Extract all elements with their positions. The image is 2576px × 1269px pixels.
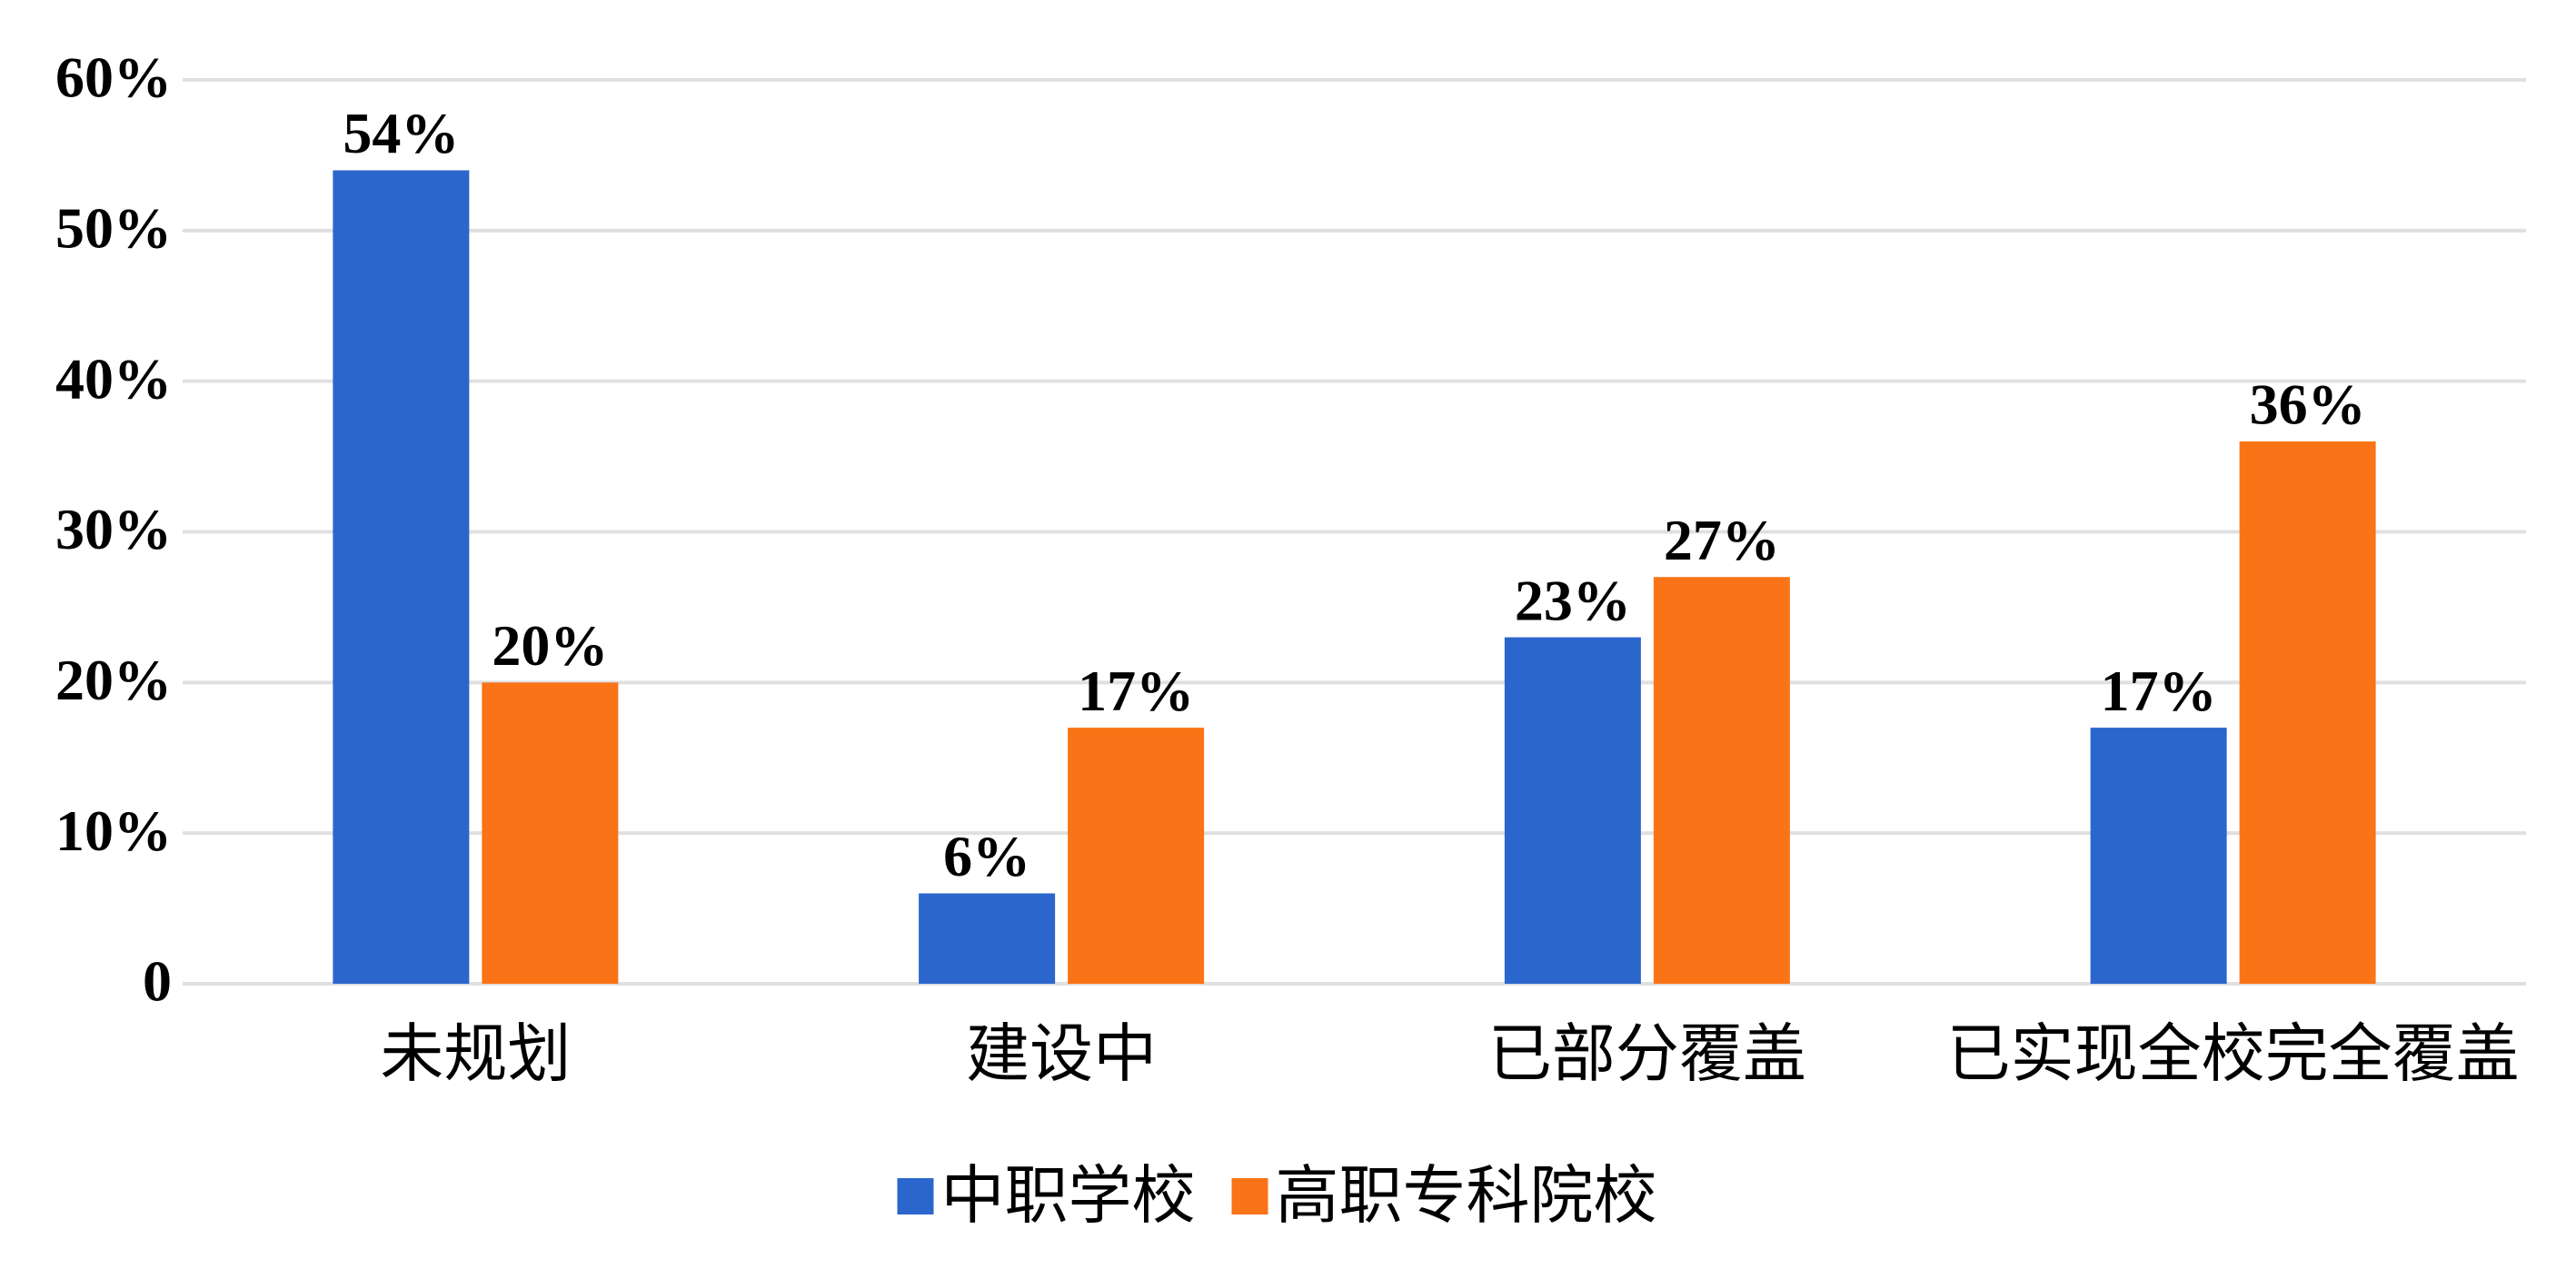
value-label: 17% — [2101, 659, 2217, 723]
bar — [482, 682, 619, 984]
legend-swatch — [1231, 1178, 1268, 1214]
value-label: 17% — [1078, 659, 1194, 723]
y-tick-label: 50% — [55, 196, 172, 261]
legend-swatch — [897, 1178, 934, 1214]
value-label: 6% — [943, 824, 1030, 888]
y-tick-label: 30% — [55, 497, 172, 561]
x-tick-label: 未规划 — [380, 1016, 571, 1091]
x-tick-label: 已实现全校完全覆盖 — [1947, 1016, 2520, 1091]
y-tick-label: 60% — [55, 45, 172, 110]
bar — [919, 893, 1056, 984]
value-label: 36% — [2250, 372, 2366, 437]
y-tick-label: 40% — [55, 346, 172, 411]
x-tick-label: 已部分覆盖 — [1488, 1016, 1806, 1091]
value-label: 23% — [1515, 568, 1631, 632]
y-tick-label: 0 — [143, 949, 172, 1014]
bar — [1653, 577, 1790, 984]
x-tick-label: 建设中 — [966, 1016, 1157, 1091]
legend-label: 高职专科院校 — [1276, 1158, 1657, 1233]
bar — [1068, 728, 1205, 984]
bar — [2090, 728, 2227, 984]
bar — [1504, 637, 1641, 984]
bar — [2239, 441, 2376, 984]
legend-label: 中职学校 — [941, 1158, 1196, 1233]
y-tick-label: 20% — [55, 648, 172, 712]
bar — [333, 170, 470, 984]
y-tick-label: 10% — [55, 798, 172, 863]
value-label: 54% — [343, 101, 459, 165]
value-label: 20% — [492, 613, 608, 678]
value-label: 27% — [1664, 508, 1780, 572]
